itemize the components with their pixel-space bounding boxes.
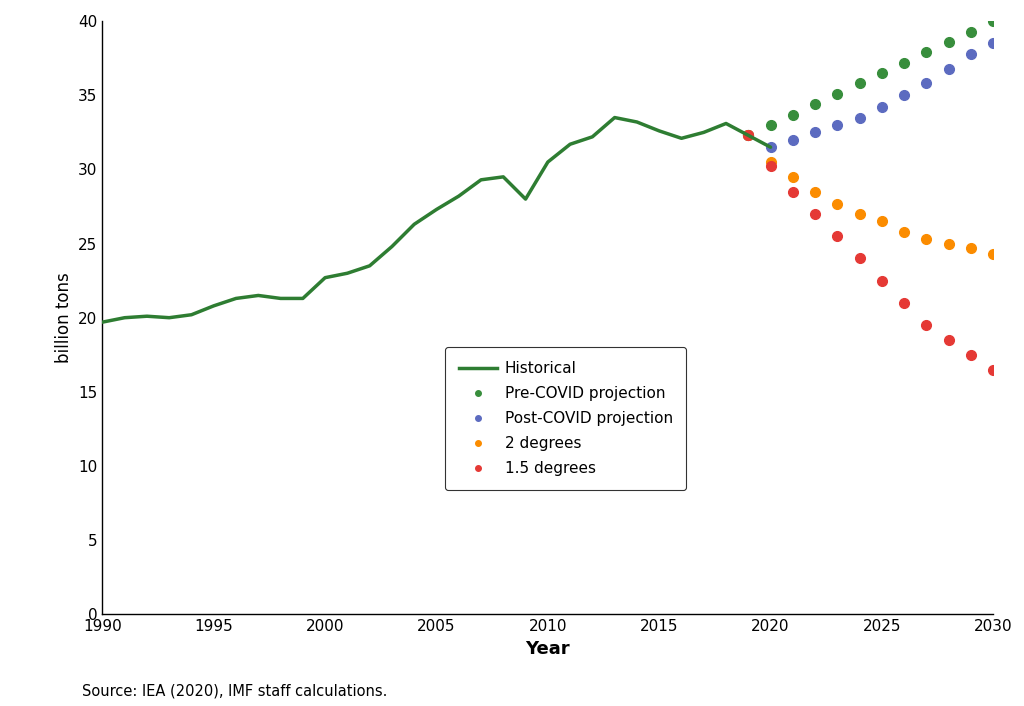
Text: Source: IEA (2020), IMF staff calculations.: Source: IEA (2020), IMF staff calculatio… xyxy=(82,684,387,699)
X-axis label: Year: Year xyxy=(525,640,570,657)
Y-axis label: billion tons: billion tons xyxy=(54,273,73,363)
Legend: Historical, Pre-COVID projection, Post-COVID projection, 2 degrees, 1.5 degrees: Historical, Pre-COVID projection, Post-C… xyxy=(445,347,686,490)
